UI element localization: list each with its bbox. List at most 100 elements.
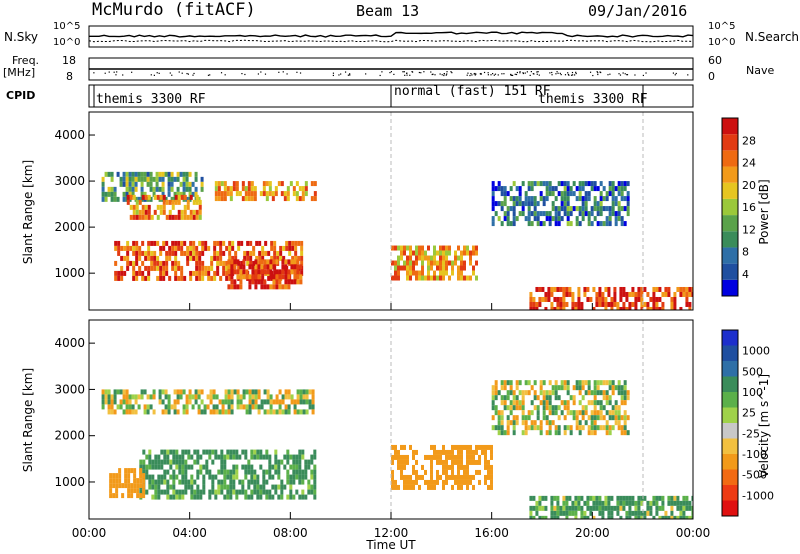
echo-cell [530,420,534,426]
echo-cell [268,459,272,465]
echo-cell [152,191,156,197]
echo-cell [184,474,188,480]
echo-cell [578,420,582,426]
echo-cell [575,206,579,212]
echo-cell [412,260,415,266]
echo-cell [228,250,232,256]
echo-cell [186,204,190,210]
echo-cell [157,479,161,485]
echo-cell [251,264,255,270]
echo-cell [176,409,180,415]
echo-cell [442,275,445,281]
echo-cell [578,425,582,431]
echo-cell [506,430,510,436]
echo-cell [183,204,187,210]
echo-cell [236,399,240,405]
echo-cell [195,245,199,251]
echo-cell [569,430,573,436]
echo-cell [542,415,546,421]
echo-cell [607,510,611,516]
echo-cell [563,380,567,386]
echo-cell [566,405,570,411]
echo-cell [602,206,606,212]
echo-cell [532,515,536,519]
echo-cell [539,380,543,386]
echo-cell [190,489,194,495]
echo-cell [176,389,180,395]
echo-cell [155,186,159,192]
echo-cell [538,495,542,501]
echo-cell [277,494,281,500]
echo-cell [154,454,158,460]
echo-cell [185,176,189,182]
echo-cell [463,469,466,475]
echo-cell [246,255,250,261]
x-tick-label: 08:00 [273,526,308,540]
echo-cell [235,186,239,192]
echo-cell [533,420,537,426]
echo-cell [586,296,590,302]
echo-cell [139,493,143,499]
echo-cell [296,259,300,265]
echo-cell [554,430,558,436]
echo-cell [575,186,579,192]
echo-cell [403,474,406,480]
echo-cell [265,469,269,475]
echo-cell [263,259,267,265]
echo-cell [220,479,224,485]
echo-cell [300,240,304,246]
echo-cell [188,389,192,395]
echo-cell [253,191,257,197]
echo-cell [472,270,475,276]
echo-cell [117,275,121,281]
echo-cell [491,390,495,396]
echo-cell [685,286,689,292]
echo-cell [491,405,495,411]
cpid-segment-3: themis 3300 RF [538,92,648,107]
echo-cell [164,196,168,202]
echo-cell [215,409,219,415]
echo-cell [229,484,233,490]
echo-cell [263,279,267,285]
echo-cell [116,196,120,202]
echo-cell [101,399,105,405]
echo-cell [269,394,273,400]
echo-cell [509,390,513,396]
echo-cell [566,196,570,202]
echo-cell [548,390,552,396]
echo-cell [581,196,585,202]
echo-cell [535,286,539,292]
echo-cell [472,245,475,251]
echo-cell [685,515,689,519]
echo-cell [424,454,427,460]
echo-cell [254,284,258,290]
echo-cell [590,415,594,421]
echo-cell [391,484,394,490]
echo-cell [273,255,277,261]
echo-cell [211,484,215,490]
echo-cell [130,468,134,474]
echo-cell [601,510,605,516]
echo-cell [184,464,188,470]
echo-cell [623,181,627,187]
echo-cell [466,449,469,455]
echo-cell [553,515,557,519]
echo-cell [503,405,507,411]
echo-cell [221,404,225,410]
echo-cell [308,404,312,410]
echo-cell [439,260,442,266]
echo-cell [515,201,519,207]
echo-cell [494,390,498,396]
echo-cell [527,186,531,192]
echo-cell [406,255,409,261]
echo-cell [247,186,251,192]
echo-cell [184,479,188,485]
echo-cell [222,265,226,271]
echo-cell [263,269,267,275]
echo-cell [409,250,412,256]
echo-cell [457,270,460,276]
echo-cell [661,495,665,501]
echo-cell [646,301,650,307]
echo-cell [220,181,224,187]
echo-cell [176,176,180,182]
